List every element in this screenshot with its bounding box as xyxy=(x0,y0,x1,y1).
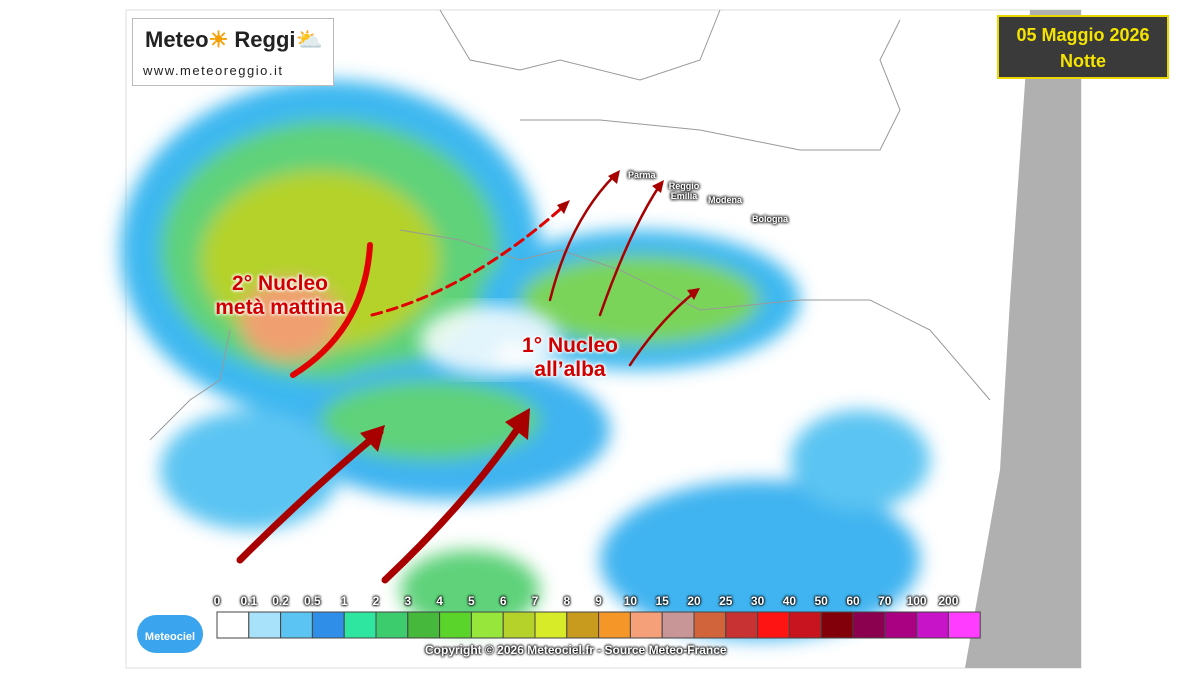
legend-label: 9 xyxy=(595,594,602,608)
legend-swatch xyxy=(407,611,441,639)
legend-label: 0.5 xyxy=(304,594,321,608)
legend-swatch xyxy=(502,611,536,639)
legend-label: 50 xyxy=(814,594,828,608)
precipitation xyxy=(120,80,930,640)
legend-swatch xyxy=(852,611,886,639)
arrow-heads xyxy=(557,170,700,300)
brand-first: Meteo xyxy=(145,27,209,52)
legend-label: 2 xyxy=(372,594,380,608)
legend-label: 10 xyxy=(623,594,638,608)
logo-url: www.meteoreggio.it xyxy=(143,63,284,78)
legend-label: 5 xyxy=(468,594,475,608)
logo-brand: Meteo☀ Reggi⛅ xyxy=(145,27,323,53)
legend-swatch xyxy=(534,611,568,639)
city-label: Parma xyxy=(628,170,656,180)
legend-swatch xyxy=(343,611,377,639)
legend-label: 0.2 xyxy=(272,594,289,608)
legend-label: 70 xyxy=(878,594,892,608)
legend-label: 30 xyxy=(750,594,765,608)
legend-label: 3 xyxy=(404,594,412,608)
legend-swatch xyxy=(693,611,727,639)
city-label: Modena xyxy=(708,195,743,205)
legend-swatch xyxy=(439,611,472,639)
date: 05 Maggio 2026 xyxy=(1016,25,1150,45)
legend-label: 200 xyxy=(938,594,959,608)
legend-swatch xyxy=(916,611,949,639)
no-data-strip xyxy=(965,10,1081,668)
legend-swatch xyxy=(280,611,313,639)
legend-swatch xyxy=(216,611,250,639)
legend-label: 20 xyxy=(687,594,701,608)
legend-swatch xyxy=(788,611,822,639)
annotation-line: 2° Nucleo xyxy=(232,272,328,295)
legend-label: 0.1 xyxy=(240,594,258,608)
sun-icon: ☀ xyxy=(208,27,229,52)
legend-label: 60 xyxy=(846,594,860,608)
legend-swatch xyxy=(757,611,790,639)
period: Notte xyxy=(1060,51,1106,71)
legend-swatch xyxy=(248,611,282,639)
legend-label: 1 xyxy=(340,594,348,608)
city-label: Bologna xyxy=(752,214,788,224)
legend-swatch xyxy=(661,611,695,639)
legend-swatch xyxy=(629,611,663,639)
legend-swatch xyxy=(820,611,854,639)
annotation: 1° Nucleo all’alba xyxy=(500,334,640,382)
copyright: Copyright © 2026 Meteociel.fr - Source M… xyxy=(425,643,727,657)
legend-label: 8 xyxy=(563,594,571,608)
legend-swatch xyxy=(311,611,345,639)
legend-label: 100 xyxy=(906,594,927,608)
borders xyxy=(149,9,991,441)
legend-swatch xyxy=(566,611,600,639)
legend-label: 7 xyxy=(531,594,539,608)
clear-area xyxy=(420,305,560,375)
annotation-line: 1° Nucleo xyxy=(522,334,618,357)
annotation-line: all’alba xyxy=(534,358,606,381)
badge: Meteociel xyxy=(137,615,203,653)
date-box: 05 Maggio 2026 Notte xyxy=(997,15,1169,79)
legend-swatch xyxy=(884,611,918,639)
annotation: 2° Nucleo metà mattina xyxy=(196,272,364,320)
legend-label: 4 xyxy=(436,594,443,608)
legend-swatch xyxy=(947,611,981,639)
brand-second: Reggi xyxy=(234,27,296,52)
legend-label: 25 xyxy=(719,594,733,608)
city-label: Reggio Emilia xyxy=(668,181,700,201)
legend-swatch xyxy=(725,611,759,639)
legend-label: 40 xyxy=(782,594,797,608)
arrows xyxy=(236,173,697,584)
legend xyxy=(216,611,981,639)
legend-swatch xyxy=(375,611,409,639)
legend-label: 15 xyxy=(655,594,669,608)
legend-label: 0 xyxy=(213,594,221,608)
logo: Meteo☀ Reggi⛅ www.meteoreggio.it xyxy=(132,18,334,86)
cloud-icon: ⛅ xyxy=(295,27,323,52)
annotation-line: metà mattina xyxy=(215,296,345,319)
legend-label: 6 xyxy=(499,594,507,608)
legend-swatch xyxy=(470,611,504,639)
legend-swatch xyxy=(598,611,631,639)
